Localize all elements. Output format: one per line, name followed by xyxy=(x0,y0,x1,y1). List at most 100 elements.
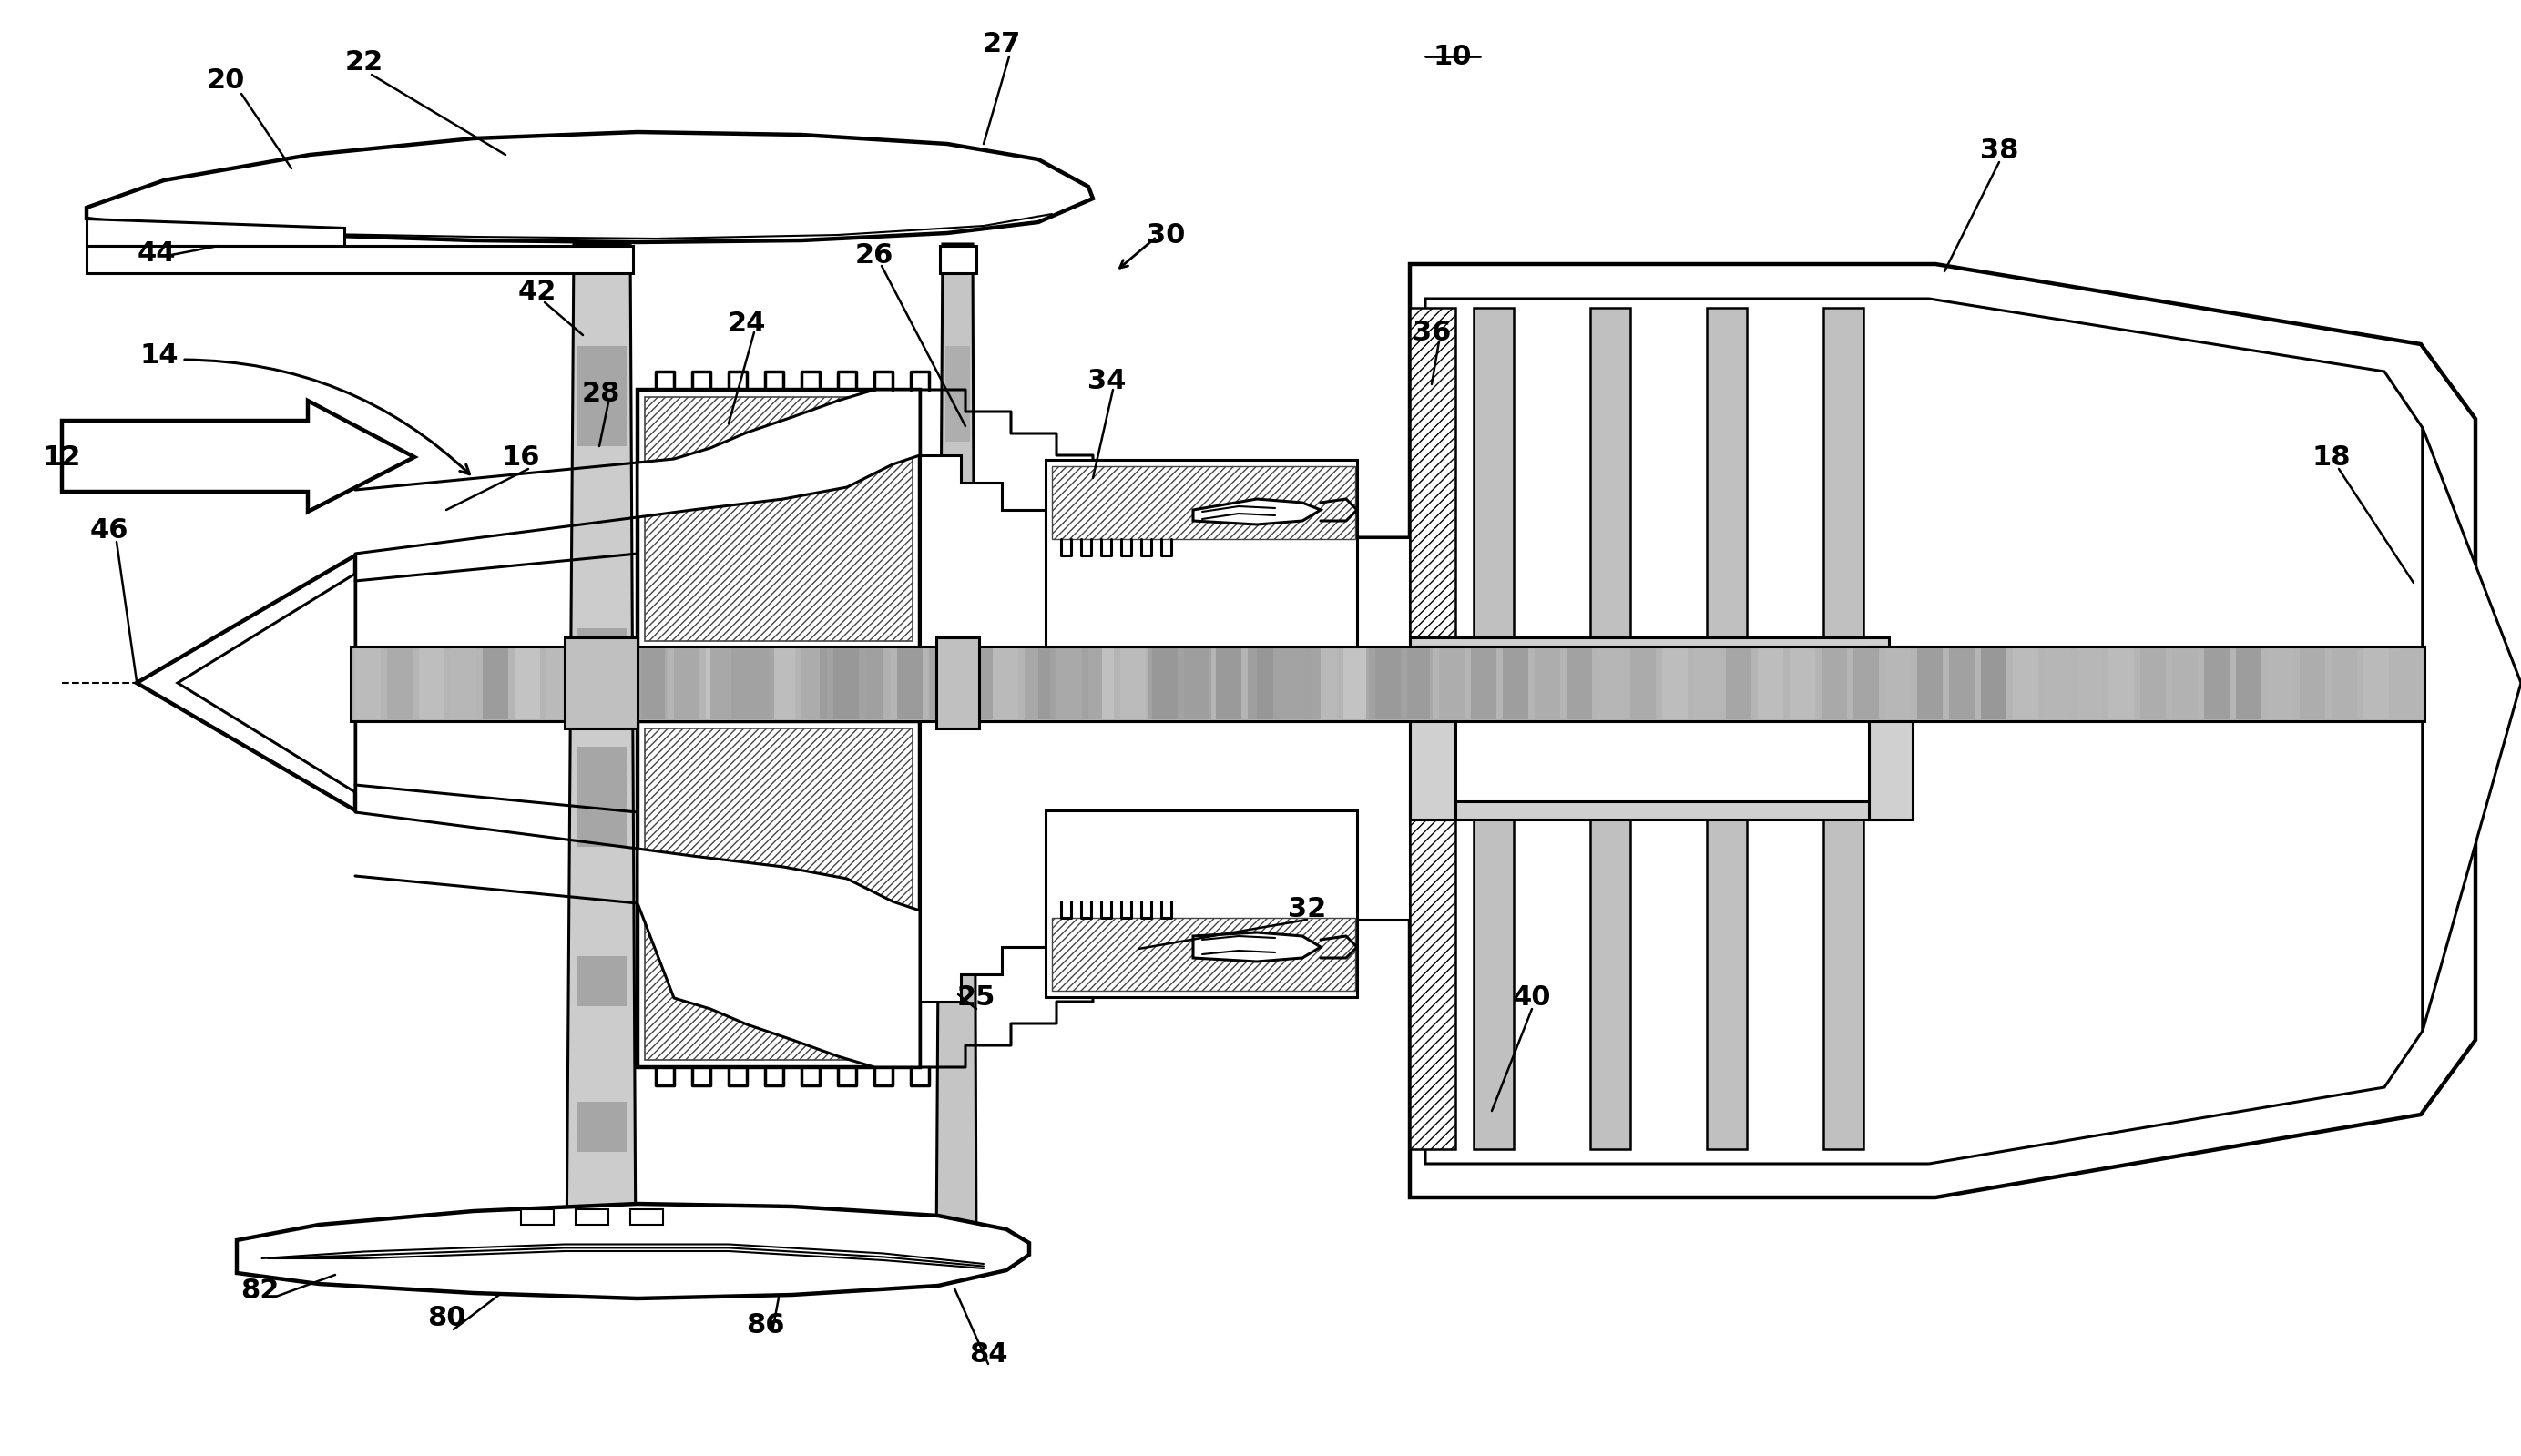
Polygon shape xyxy=(1591,307,1631,638)
Polygon shape xyxy=(1311,648,1336,719)
Polygon shape xyxy=(176,574,355,792)
Polygon shape xyxy=(2299,648,2324,719)
Text: 38: 38 xyxy=(1979,137,2019,163)
Polygon shape xyxy=(643,648,668,719)
Polygon shape xyxy=(1248,648,1273,719)
Polygon shape xyxy=(567,245,635,1258)
Polygon shape xyxy=(451,648,476,719)
Polygon shape xyxy=(920,721,1409,1002)
Polygon shape xyxy=(1056,648,1082,719)
Text: 26: 26 xyxy=(855,242,892,268)
Text: 36: 36 xyxy=(1412,319,1452,345)
Polygon shape xyxy=(920,456,1409,648)
Text: 42: 42 xyxy=(517,278,557,304)
Polygon shape xyxy=(1366,648,1429,719)
Polygon shape xyxy=(802,648,827,719)
Polygon shape xyxy=(1376,648,1402,719)
Text: 40: 40 xyxy=(1513,984,1550,1010)
Polygon shape xyxy=(935,245,976,1258)
Polygon shape xyxy=(482,648,509,719)
Text: 20: 20 xyxy=(207,67,245,93)
Polygon shape xyxy=(355,648,381,719)
Polygon shape xyxy=(1409,638,1888,655)
Polygon shape xyxy=(638,849,920,1067)
Text: 16: 16 xyxy=(502,444,539,470)
Polygon shape xyxy=(577,347,628,446)
Polygon shape xyxy=(1344,648,1369,719)
Text: 82: 82 xyxy=(239,1278,280,1305)
Polygon shape xyxy=(86,132,1094,242)
Polygon shape xyxy=(577,747,628,847)
Polygon shape xyxy=(1470,648,1497,719)
Polygon shape xyxy=(1591,820,1631,1149)
Polygon shape xyxy=(630,1210,663,1224)
Polygon shape xyxy=(645,397,913,641)
Text: 46: 46 xyxy=(91,517,129,543)
Polygon shape xyxy=(1661,648,1687,719)
Polygon shape xyxy=(945,783,971,879)
Polygon shape xyxy=(1192,932,1321,961)
Text: 25: 25 xyxy=(958,984,996,1010)
Polygon shape xyxy=(136,555,355,811)
Polygon shape xyxy=(1694,648,1719,719)
Polygon shape xyxy=(610,648,635,719)
Polygon shape xyxy=(565,638,638,728)
Polygon shape xyxy=(577,648,605,719)
Polygon shape xyxy=(514,648,539,719)
Polygon shape xyxy=(1409,264,2476,1197)
Polygon shape xyxy=(961,648,986,719)
Polygon shape xyxy=(1089,648,1114,719)
Polygon shape xyxy=(577,957,628,1006)
Polygon shape xyxy=(739,648,764,719)
Text: 27: 27 xyxy=(983,31,1021,57)
Polygon shape xyxy=(1868,646,1913,820)
Polygon shape xyxy=(673,648,698,719)
Text: 44: 44 xyxy=(136,240,176,266)
Polygon shape xyxy=(2236,648,2261,719)
Polygon shape xyxy=(1949,648,1974,719)
Polygon shape xyxy=(2077,648,2103,719)
Text: 18: 18 xyxy=(2312,444,2352,470)
Polygon shape xyxy=(1051,917,1356,990)
Polygon shape xyxy=(865,648,890,719)
Polygon shape xyxy=(2423,428,2521,1031)
Polygon shape xyxy=(1281,648,1306,719)
Polygon shape xyxy=(1566,648,1593,719)
Polygon shape xyxy=(86,246,633,274)
Polygon shape xyxy=(575,1210,608,1224)
Polygon shape xyxy=(945,347,971,441)
Polygon shape xyxy=(1424,298,2423,1163)
Polygon shape xyxy=(547,648,572,719)
Polygon shape xyxy=(1258,648,1321,719)
Polygon shape xyxy=(638,721,920,1067)
Text: 30: 30 xyxy=(1147,221,1185,248)
Polygon shape xyxy=(1823,648,1848,719)
Polygon shape xyxy=(2362,648,2390,719)
Polygon shape xyxy=(600,648,666,719)
Text: 86: 86 xyxy=(746,1312,784,1338)
Polygon shape xyxy=(1051,466,1356,539)
Text: 80: 80 xyxy=(426,1305,466,1332)
Polygon shape xyxy=(1982,648,2007,719)
Polygon shape xyxy=(928,648,955,719)
Polygon shape xyxy=(940,246,976,274)
Polygon shape xyxy=(819,648,882,719)
Polygon shape xyxy=(2332,648,2357,719)
Polygon shape xyxy=(935,638,978,728)
Polygon shape xyxy=(2203,648,2229,719)
Polygon shape xyxy=(577,629,628,678)
Polygon shape xyxy=(388,648,413,719)
Polygon shape xyxy=(1535,648,1560,719)
Polygon shape xyxy=(1046,460,1356,646)
Text: 22: 22 xyxy=(345,48,383,76)
Polygon shape xyxy=(1886,648,1911,719)
Text: 34: 34 xyxy=(1087,367,1127,393)
Polygon shape xyxy=(1409,801,1888,820)
Polygon shape xyxy=(1475,307,1513,638)
Text: 10: 10 xyxy=(1434,44,1472,70)
Text: 84: 84 xyxy=(968,1342,1008,1369)
Text: 24: 24 xyxy=(729,310,766,336)
Polygon shape xyxy=(1631,648,1656,719)
Polygon shape xyxy=(1192,499,1321,524)
Polygon shape xyxy=(1185,648,1210,719)
